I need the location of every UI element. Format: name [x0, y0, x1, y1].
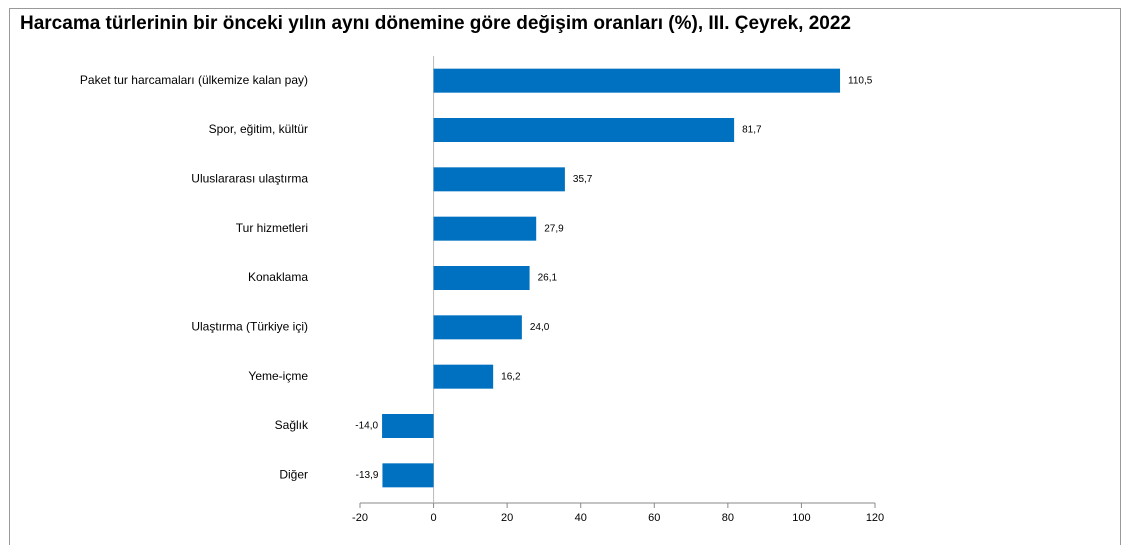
category-label: Konaklama [248, 270, 308, 284]
value-label: -14,0 [355, 421, 378, 432]
x-tick-label: 60 [648, 512, 660, 524]
bar [433, 315, 522, 340]
chart-title: Harcama türlerinin bir önceki yılın aynı… [20, 13, 851, 34]
bar [382, 463, 434, 488]
bar [433, 118, 735, 142]
category-label: Uluslararası ulaştırma [191, 172, 308, 186]
bar [433, 364, 494, 389]
x-tick-label: -20 [352, 512, 368, 524]
bar [382, 414, 434, 438]
bar [433, 167, 565, 192]
x-tick-label: 0 [431, 512, 437, 524]
bar [433, 68, 841, 93]
value-label: 35,7 [573, 174, 593, 185]
value-label: 27,9 [544, 223, 564, 234]
bar [433, 216, 537, 241]
x-tick-label: 100 [792, 512, 810, 524]
x-tick-label: 20 [501, 512, 513, 524]
frame [9, 8, 1121, 545]
value-label: -13,9 [356, 470, 379, 481]
bar [433, 266, 530, 290]
x-tick-label: 120 [866, 512, 884, 524]
category-label: Sağlık [275, 418, 309, 432]
category-label: Ulaştırma (Türkiye içi) [191, 320, 308, 334]
category-label: Spor, eğitim, kültür [209, 122, 308, 136]
category-label: Diğer [279, 468, 308, 482]
value-label: 16,2 [501, 371, 521, 382]
value-label: 81,7 [742, 125, 762, 136]
category-label: Yeme-içme [248, 369, 308, 383]
value-label: 24,0 [530, 322, 550, 333]
value-label: 26,1 [538, 273, 558, 284]
x-tick-label: 40 [575, 512, 587, 524]
category-label: Paket tur harcamaları (ülkemize kalan pa… [80, 73, 308, 87]
category-label: Tur hizmetleri [236, 221, 308, 235]
x-tick-label: 80 [722, 512, 734, 524]
value-label: 110,5 [848, 75, 873, 86]
